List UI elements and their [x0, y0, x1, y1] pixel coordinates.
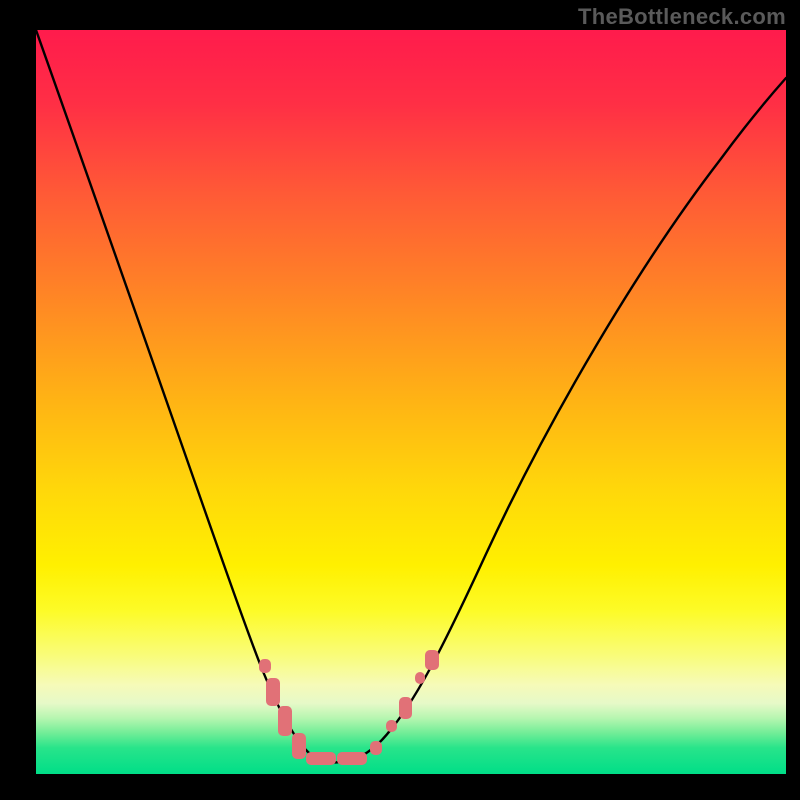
data-marker [292, 733, 306, 759]
gradient-background [36, 30, 786, 774]
data-marker [370, 741, 382, 755]
data-marker [266, 678, 280, 706]
watermark-text: TheBottleneck.com [578, 4, 786, 30]
chart-frame: TheBottleneck.com [0, 0, 800, 800]
data-marker [415, 672, 425, 684]
data-marker [386, 720, 397, 732]
data-marker [399, 697, 412, 719]
data-marker [337, 752, 367, 765]
data-marker [278, 706, 292, 736]
bottleneck-chart [0, 0, 800, 800]
data-marker [306, 752, 336, 765]
data-marker [425, 650, 439, 670]
data-marker [259, 659, 271, 673]
